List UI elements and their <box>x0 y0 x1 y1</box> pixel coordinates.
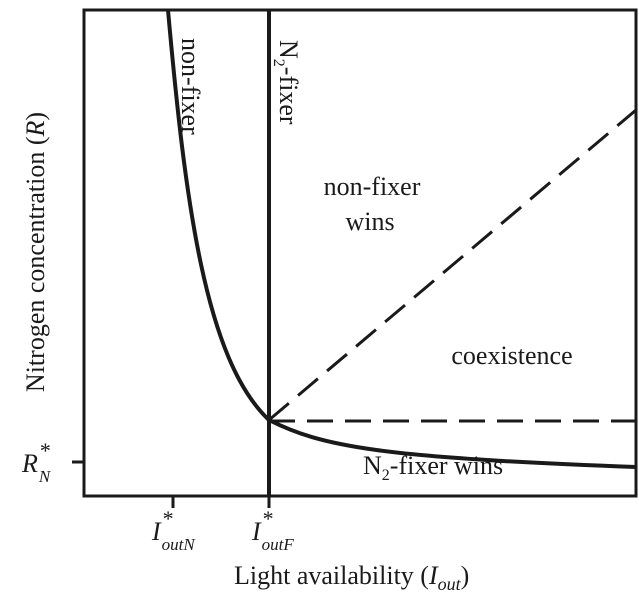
x-tick-label-outF: I* outF <box>251 506 294 554</box>
x-axis-label: Light availability (Iout) <box>234 561 469 594</box>
y-axis-label: Nitrogen concentration (R) <box>21 112 50 392</box>
region-nonfixer-wins-line1: non-fixer <box>324 172 421 201</box>
region-nonfixer-wins-line2: wins <box>345 207 394 236</box>
nonfixer-zngi-curve <box>166 9 271 422</box>
y-tick-label-RN: R* N <box>21 438 52 486</box>
region-coexistence: coexistence <box>451 341 572 370</box>
x-tick-label-outN: I* outN <box>151 506 196 554</box>
n2fixer-curve-label: N2-fixer <box>270 40 303 125</box>
coexistence-upper-boundary <box>268 108 637 422</box>
region-n2fixer-wins: N2-fixer wins <box>363 451 503 484</box>
plot-frame <box>82 8 638 498</box>
n2fixer-zngi-curve <box>268 418 637 469</box>
nonfixer-curve-label: non-fixer <box>176 38 205 135</box>
